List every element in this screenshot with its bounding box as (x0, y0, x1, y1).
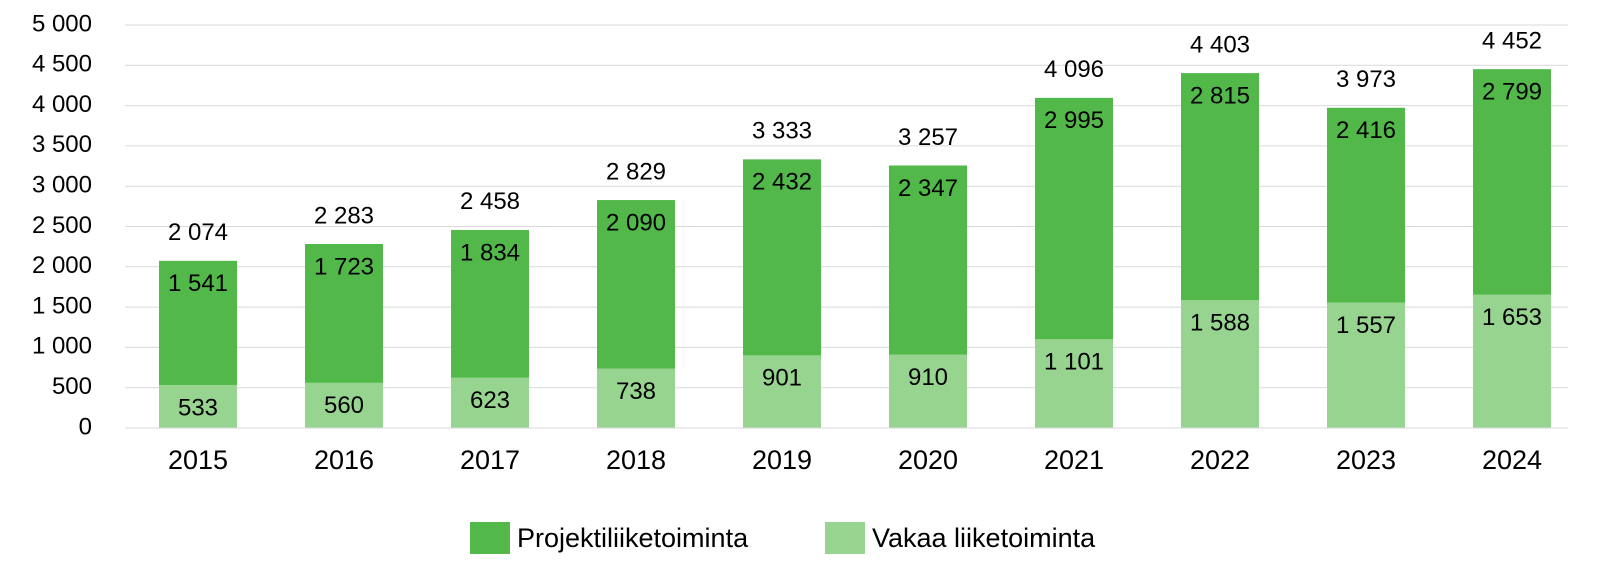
bar-segment (1181, 300, 1259, 428)
y-tick-label: 2 500 (32, 212, 92, 239)
data-label: 910 (908, 364, 948, 391)
bar-segment (1327, 107, 1405, 303)
data-label: 1 653 (1482, 304, 1542, 331)
bar-segment (597, 200, 675, 369)
data-label: 1 541 (168, 270, 228, 297)
bar-segment (1473, 69, 1551, 295)
y-tick-label: 3 000 (32, 172, 92, 199)
legend-label: Vakaa liiketoiminta (872, 523, 1096, 553)
bar-segment (1473, 294, 1551, 428)
bar-segment (305, 382, 383, 428)
total-label: 2 458 (460, 188, 520, 215)
x-tick-label: 2019 (752, 445, 812, 475)
x-tick-label: 2023 (1336, 445, 1396, 475)
data-label: 2 416 (1336, 117, 1396, 144)
y-tick-label: 4 000 (32, 91, 92, 118)
total-label: 2 283 (314, 202, 374, 229)
total-label: 3 257 (898, 124, 958, 151)
bar-segment (1327, 302, 1405, 428)
data-label: 2 347 (898, 175, 958, 202)
bar-segment (743, 159, 821, 356)
x-tick-label: 2021 (1044, 445, 1104, 475)
y-tick-label: 0 (79, 413, 92, 440)
data-label: 2 815 (1190, 82, 1250, 109)
bar-segment (159, 260, 237, 386)
x-tick-label: 2016 (314, 445, 374, 475)
y-tick-label: 1 500 (32, 292, 92, 319)
total-label: 4 452 (1482, 28, 1542, 55)
y-tick-label: 3 500 (32, 131, 92, 158)
x-tick-label: 2024 (1482, 445, 1542, 475)
y-tick-label: 500 (52, 373, 92, 400)
x-tick-label: 2017 (460, 445, 520, 475)
bar-segment (159, 385, 237, 428)
data-label: 623 (470, 387, 510, 414)
data-label: 901 (762, 365, 802, 392)
data-label: 1 588 (1190, 309, 1250, 336)
x-tick-label: 2015 (168, 445, 228, 475)
total-label: 2 074 (168, 219, 228, 246)
x-tick-label: 2018 (606, 445, 666, 475)
legend-swatch (825, 522, 865, 554)
data-label: 2 995 (1044, 107, 1104, 134)
bar-segment (451, 229, 529, 378)
x-tick-label: 2022 (1190, 445, 1250, 475)
data-label: 2 799 (1482, 79, 1542, 106)
data-label: 560 (324, 392, 364, 419)
x-tick-label: 2020 (898, 445, 958, 475)
bar-segment (597, 368, 675, 428)
y-tick-label: 5 000 (32, 10, 92, 37)
bar-segment (1035, 339, 1113, 428)
total-label: 4 096 (1044, 56, 1104, 83)
total-label: 3 973 (1336, 66, 1396, 93)
bar-segment (743, 355, 821, 428)
bar-segment (451, 377, 529, 428)
bar-segment (1035, 97, 1113, 340)
data-label: 738 (616, 378, 656, 405)
bar-segment (1181, 73, 1259, 301)
data-label: 2 090 (606, 209, 666, 236)
bar-segment (305, 243, 383, 383)
total-label: 2 829 (606, 158, 666, 185)
data-label: 1 557 (1336, 312, 1396, 339)
bar-segment (889, 165, 967, 355)
data-label: 2 432 (752, 169, 812, 196)
bar-segment (889, 354, 967, 428)
data-label: 1 834 (460, 239, 520, 266)
data-label: 1 723 (314, 253, 374, 280)
legend-swatch (470, 522, 510, 554)
y-tick-label: 2 000 (32, 252, 92, 279)
data-label: 1 101 (1044, 349, 1104, 376)
total-label: 3 333 (752, 118, 812, 145)
legend-label: Projektiliiketoiminta (517, 523, 749, 553)
y-tick-label: 4 500 (32, 51, 92, 78)
total-label: 4 403 (1190, 31, 1250, 58)
y-tick-label: 1 000 (32, 333, 92, 360)
data-label: 533 (178, 394, 218, 421)
